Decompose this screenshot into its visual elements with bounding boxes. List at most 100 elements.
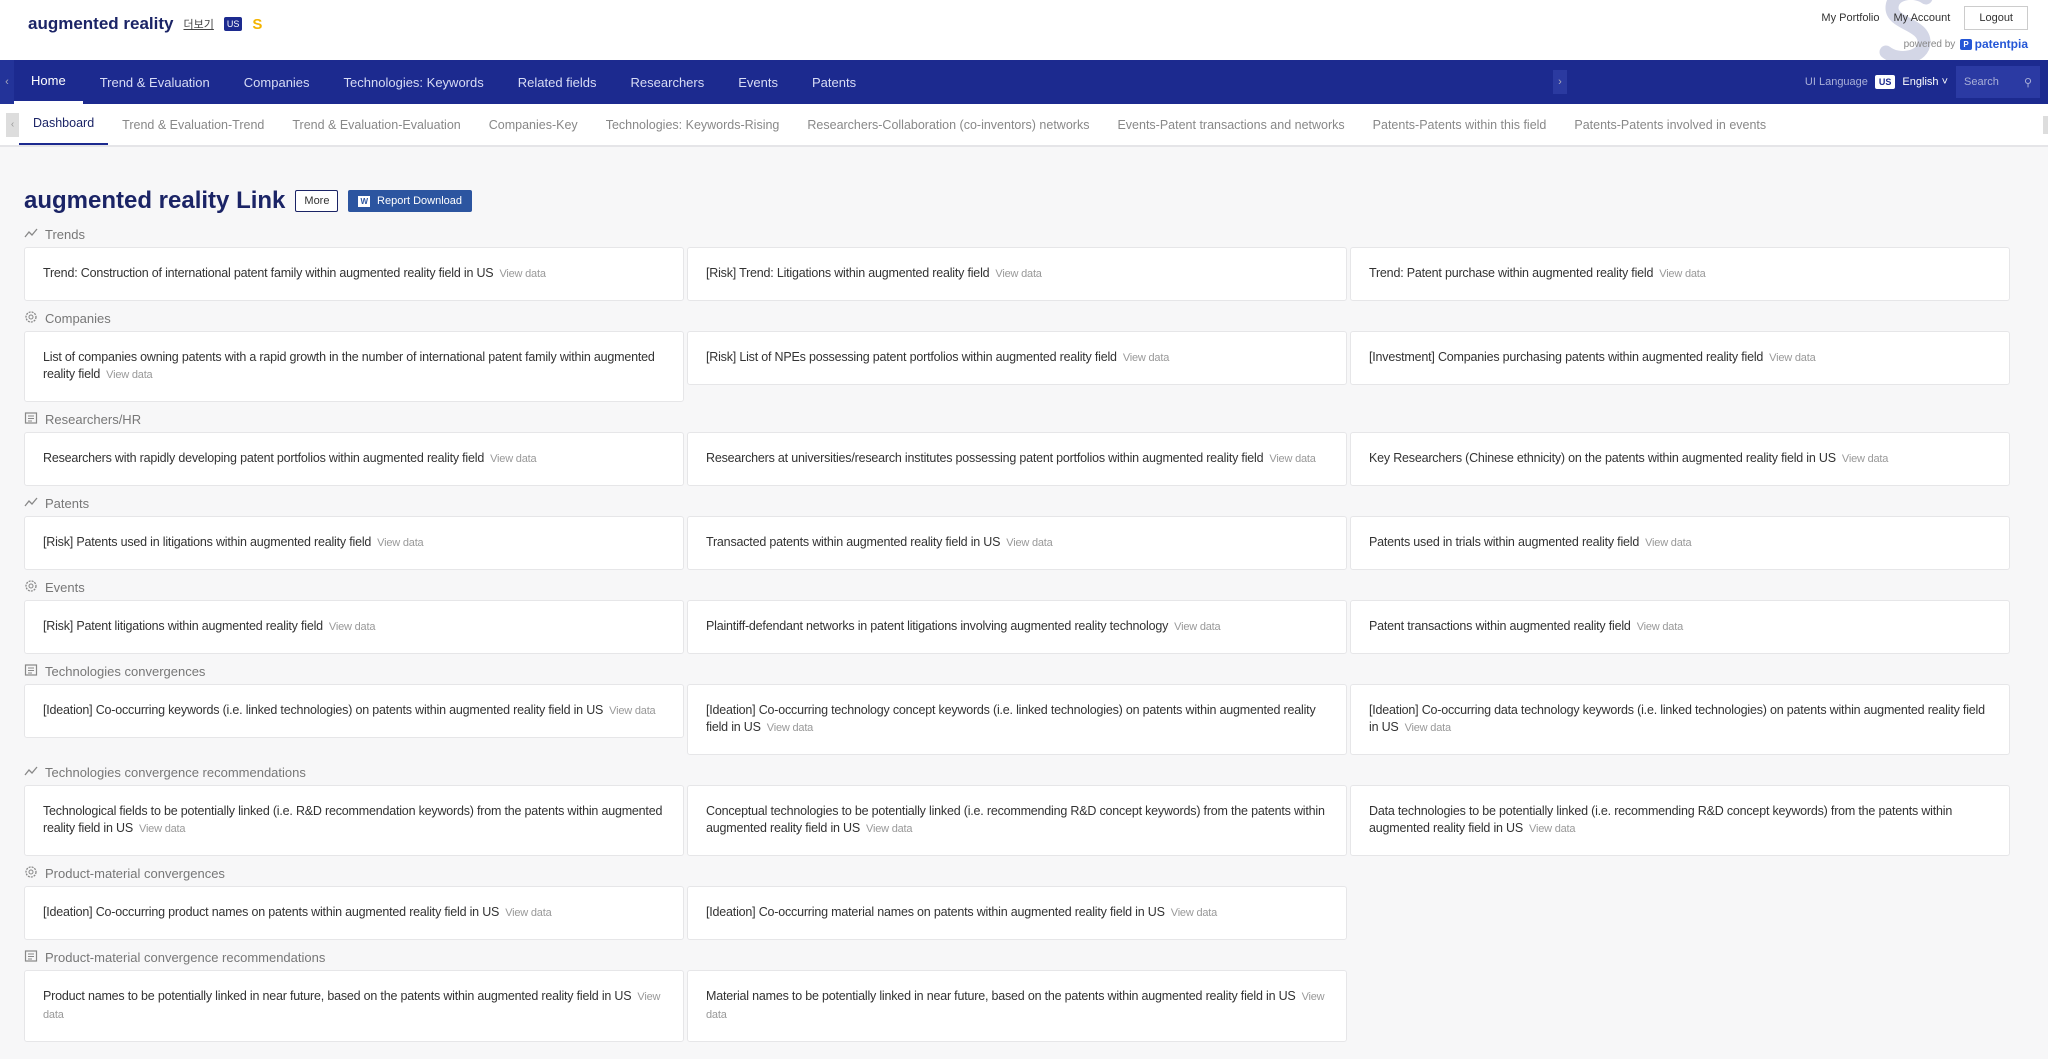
report-card[interactable]: Data technologies to be potentially link… [1350,785,2010,856]
nav-scroll-right-icon[interactable]: › [1553,70,1567,94]
nav-item-researchers[interactable]: Researchers [630,74,705,90]
subnav-scroll-right[interactable] [2043,116,2048,134]
view-data-link[interactable]: View data [995,268,1042,280]
more-link[interactable]: 더보기 [183,19,214,31]
report-card[interactable]: [Risk] Trend: Litigations within augment… [687,247,1347,301]
subnav-tab-2[interactable]: Trend & Evaluation-Evaluation [292,117,461,132]
grid-box-icon [24,411,38,428]
view-data-link[interactable]: View data [1404,722,1452,734]
report-card[interactable]: Transacted patents within augmented real… [687,516,1347,570]
report-card[interactable]: [Risk] List of NPEs possessing patent po… [687,331,1347,385]
report-card[interactable]: Key Researchers (Chinese ethnicity) on t… [1350,432,2010,486]
gear-icon [24,310,38,327]
gear-icon [24,579,38,596]
report-card[interactable]: Plaintiff-defendant networks in patent l… [687,600,1347,654]
search-input[interactable]: Search ⚲ [1956,66,2040,98]
nav-scroll-left-icon[interactable]: ‹ [0,60,14,104]
view-data-link[interactable]: View data [706,991,1325,1021]
card-title: Product names to be potentially linked i… [43,989,632,1003]
card-title: Transacted patents within augmented real… [706,535,1001,549]
view-data-link[interactable]: View data [106,369,153,381]
report-card[interactable]: Trend: Construction of international pat… [24,247,684,301]
report-card[interactable]: [Ideation] Co-occurring technology conce… [687,684,1347,755]
card-title: Trend: Patent purchase within augmented … [1369,266,1654,280]
report-card[interactable]: Patents used in trials within augmented … [1350,516,2010,570]
report-card[interactable]: Patent transactions within augmented rea… [1350,600,2010,654]
subnav-tab-0[interactable]: Dashboard [19,104,109,145]
report-card[interactable]: [Ideation] Co-occurring keywords (i.e. l… [24,684,684,738]
section-heading: Patents [24,492,2024,514]
report-card[interactable]: Material names to be potentially linked … [687,970,1347,1042]
subnav-tab-3[interactable]: Companies-Key [488,117,578,132]
more-button[interactable]: More [295,190,339,212]
report-card[interactable]: Product names to be potentially linked i… [24,970,684,1042]
view-data-link[interactable]: View data [1645,537,1692,549]
view-data-link[interactable]: View data [490,453,537,465]
view-data-link[interactable]: View data [1174,621,1221,633]
view-data-link[interactable]: View data [499,268,546,280]
report-download-label: Report Download [377,195,463,207]
nav-item-patents[interactable]: Patents [811,74,857,90]
report-card[interactable]: [Ideation] Co-occurring product names on… [24,886,684,940]
view-data-link[interactable]: View data [1006,537,1053,549]
report-card[interactable]: [Risk] Patent litigations within augment… [24,600,684,654]
subnav-tab-4[interactable]: Technologies: Keywords-Rising [605,117,780,132]
view-data-link[interactable]: View data [139,823,186,835]
view-data-link[interactable]: View data [1170,907,1218,919]
report-card[interactable]: Researchers with rapidly developing pate… [24,432,684,486]
view-data-link[interactable]: View data [43,991,661,1021]
report-card[interactable]: [Investment] Companies purchasing patent… [1350,331,2010,385]
nav-item-events[interactable]: Events [738,74,778,90]
report-card[interactable]: Conceptual technologies to be potentiall… [687,785,1347,856]
subnav-scroll-left-icon[interactable]: ‹ [6,112,19,137]
view-data-link[interactable]: View data [1269,453,1316,465]
section-title: Companies [45,310,111,326]
view-data-link[interactable]: View data [505,907,552,919]
report-card[interactable]: [Ideation] Co-occurring data technology … [1350,684,2010,755]
view-data-link[interactable]: View data [1529,823,1576,835]
report-card[interactable]: Technological fields to be potentially l… [24,785,684,856]
report-card[interactable]: List of companies owning patents with a … [24,331,684,402]
report-card[interactable]: [Ideation] Co-occurring material names o… [687,886,1347,940]
view-data-link[interactable]: View data [1841,453,1889,465]
my-portfolio-link[interactable]: My Portfolio [1821,12,1880,24]
report-card[interactable]: Researchers at universities/research ins… [687,432,1347,486]
nav-item-home[interactable]: Home [14,60,83,104]
card-title: [Risk] Patent litigations within augment… [43,619,323,633]
language-select[interactable]: English ˅ [1902,76,1948,88]
view-data-link[interactable]: View data [866,823,913,835]
section-title: Technologies convergence recommendations [45,764,306,780]
view-data-link[interactable]: View data [766,722,814,734]
view-data-link[interactable]: View data [328,621,376,633]
view-data-link[interactable]: View data [1659,268,1706,280]
report-download-button[interactable]: W Report Download [348,190,473,212]
subnav-tab-6[interactable]: Events-Patent transactions and networks [1117,117,1345,132]
nav-item-companies[interactable]: Companies [243,74,310,90]
card-title: [Ideation] Co-occurring technology conce… [706,703,1316,734]
view-data-link[interactable]: View data [377,537,424,549]
subnav-tab-7[interactable]: Patents-Patents within this field [1372,117,1547,132]
my-account-link[interactable]: My Account [1893,12,1951,24]
subnav-tab-8[interactable]: Patents-Patents involved in events [1574,117,1767,132]
logout-button[interactable]: Logout [1964,6,2028,30]
view-data-link[interactable]: View data [609,705,656,717]
subnav-tab-1[interactable]: Trend & Evaluation-Trend [122,117,265,132]
search-icon[interactable]: ⚲ [2023,76,2032,89]
section-cards: Product names to be potentially linked i… [24,970,2024,1042]
nav-item-trend-evaluation[interactable]: Trend & Evaluation [99,74,210,90]
nav-item-related-fields[interactable]: Related fields [517,74,597,90]
card-title: [Investment] Companies purchasing patent… [1369,350,1764,364]
section-heading: Technologies convergence recommendations [24,761,2024,783]
card-title: Researchers with rapidly developing pate… [43,451,485,465]
report-card[interactable]: Trend: Patent purchase within augmented … [1350,247,2010,301]
subnav-tab-5[interactable]: Researchers-Collaboration (co-inventors)… [807,117,1090,132]
trend-line-icon [24,226,38,243]
view-data-link[interactable]: View data [1769,352,1816,364]
view-data-link[interactable]: View data [1636,621,1684,633]
nav-item-technologies-keywords[interactable]: Technologies: Keywords [343,74,484,90]
view-data-link[interactable]: View data [1122,352,1170,364]
report-card[interactable]: [Risk] Patents used in litigations withi… [24,516,684,570]
section-heading: Researchers/HR [24,408,2024,430]
word-doc-icon: W [358,195,371,207]
